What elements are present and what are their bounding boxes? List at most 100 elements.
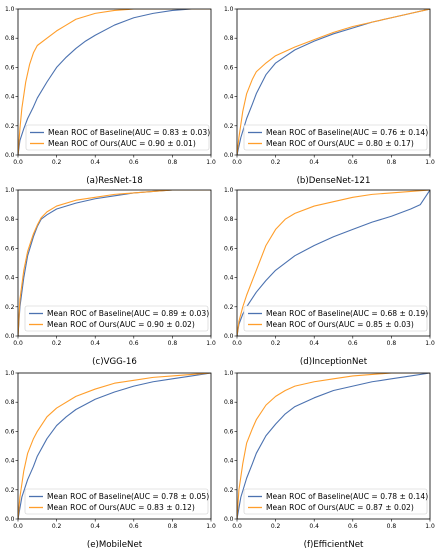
series-group: [237, 373, 430, 519]
y-tick-label: 0.6: [5, 245, 15, 252]
series-group: [18, 373, 211, 519]
legend-entry-label: Mean ROC of Ours(AUC = 0.80 ± 0.17): [266, 139, 414, 148]
y-tick-label: 0.6: [5, 428, 15, 435]
x-tick-label: 0.2: [52, 523, 62, 530]
chart-panel-3: 0.0 0.2 0.4 0.6 0.8 1.0 0.0 0.2 0.4 0.6 0.8 1.0 Mean…: [5, 187, 216, 367]
chart-caption: (c)VGG-16: [92, 357, 137, 367]
y-tick-label: 0.4: [224, 94, 234, 101]
x-tick-label: 0.2: [271, 159, 281, 166]
chart-caption: (b)DenseNet-121: [297, 176, 371, 186]
chart-panel-6: 0.0 0.2 0.4 0.6 0.8 1.0 0.0 0.2 0.4 0.6 0.8 1.0 Mean…: [224, 370, 435, 550]
legend-entry-label: Mean ROC of Baseline(AUC = 0.78 ± 0.05): [47, 492, 209, 501]
legend-box: [24, 488, 209, 515]
y-tick-label: 0.4: [224, 275, 234, 282]
series-line-ours: [18, 373, 211, 519]
x-tick-label: 0.4: [90, 340, 100, 347]
series-line-baseline: [18, 373, 211, 519]
y-tick-label: 1.0: [5, 6, 15, 13]
y-tick-label: 0.8: [224, 399, 234, 406]
x-tick-label: 1.0: [206, 523, 216, 530]
legend-entry-label: Mean ROC of Baseline(AUC = 0.83 ± 0.03): [48, 128, 210, 137]
x-tick-label: 1.0: [425, 159, 435, 166]
axes-frame: [17, 8, 212, 156]
x-tick-label: 0.8: [387, 523, 397, 530]
series-line-ours: [237, 9, 430, 155]
legend-box: [243, 124, 428, 151]
legend-entry-label: Mean ROC of Baseline(AUC = 0.78 ± 0.14): [266, 492, 428, 501]
y-tick-label: 0.0: [224, 152, 234, 159]
x-tick-label: 1.0: [425, 523, 435, 530]
y-tick-label: 0.8: [5, 399, 15, 406]
y-tick-label: 0.4: [5, 458, 15, 465]
y-tick-label: 0.2: [5, 123, 15, 130]
x-tick-label: 0.8: [168, 159, 178, 166]
x-tick-label: 0.8: [168, 340, 178, 347]
y-tick-label: 1.0: [5, 187, 15, 194]
legend-entry-label: Mean ROC of Ours(AUC = 0.83 ± 0.12): [47, 503, 195, 512]
series-line-ours: [237, 373, 430, 519]
axes-frame: [17, 189, 212, 337]
axes-frame: [236, 8, 431, 156]
series-group: [18, 190, 211, 336]
x-tick-label: 0.2: [271, 340, 281, 347]
x-tick-label: 0.0: [13, 523, 23, 530]
axes-frame: [236, 372, 431, 520]
legend-box: [25, 124, 210, 151]
y-tick-label: 0.4: [5, 275, 15, 282]
x-tick-label: 0.6: [348, 340, 358, 347]
y-tick-label: 0.8: [224, 216, 234, 223]
y-tick-label: 0.6: [224, 64, 234, 71]
x-tick-label: 0.6: [129, 340, 139, 347]
chart-panel-5: 0.0 0.2 0.4 0.6 0.8 1.0 0.0 0.2 0.4 0.6 0.8 1.0 Mean…: [5, 370, 216, 550]
legend: Mean ROC of Baseline(AUC = 0.76 ± 0.14) M…: [243, 124, 428, 151]
series-group: [18, 9, 211, 155]
chart-caption: (a)ResNet-18: [86, 176, 142, 186]
x-tick-label: 0.8: [168, 523, 178, 530]
y-tick-label: 0.2: [224, 304, 234, 311]
x-tick-label: 1.0: [206, 340, 216, 347]
y-tick-label: 0.0: [5, 516, 15, 523]
series-line-baseline: [18, 9, 211, 155]
x-tick-label: 0.6: [129, 523, 139, 530]
legend-entry-label: Mean ROC of Baseline(AUC = 0.89 ± 0.03): [47, 309, 209, 318]
y-tick-label: 0.8: [5, 35, 15, 42]
chart-caption: (d)InceptionNet: [300, 357, 368, 367]
x-tick-label: 0.6: [348, 523, 358, 530]
series-line-ours: [18, 9, 211, 155]
y-tick-label: 1.0: [224, 187, 234, 194]
x-tick-label: 0.8: [387, 159, 397, 166]
y-tick-label: 0.4: [224, 458, 234, 465]
x-tick-label: 1.0: [206, 159, 216, 166]
legend-box: [243, 305, 428, 332]
x-tick-label: 0.0: [232, 523, 242, 530]
y-tick-label: 0.2: [5, 487, 15, 494]
y-tick-label: 0.6: [224, 245, 234, 252]
chart-panel-1: 0.0 0.2 0.4 0.6 0.8 1.0 0.0 0.2 0.4 0.6 0.8 1.0 Mean…: [5, 6, 216, 186]
legend-entry-label: Mean ROC of Ours(AUC = 0.85 ± 0.03): [266, 320, 414, 329]
legend: Mean ROC of Baseline(AUC = 0.78 ± 0.14) M…: [243, 488, 428, 515]
y-tick-label: 0.2: [224, 487, 234, 494]
x-tick-label: 0.6: [348, 159, 358, 166]
series-line-baseline: [237, 373, 430, 519]
y-tick-label: 0.4: [5, 94, 15, 101]
chart-caption: (f)EfficientNet: [304, 540, 364, 550]
x-tick-label: 0.2: [52, 340, 62, 347]
legend-box: [243, 488, 428, 515]
x-tick-label: 0.6: [129, 159, 139, 166]
y-tick-label: 0.2: [5, 304, 15, 311]
legend-entry-label: Mean ROC of Baseline(AUC = 0.68 ± 0.19): [266, 309, 428, 318]
y-tick-label: 1.0: [5, 370, 15, 377]
y-tick-label: 0.0: [5, 152, 15, 159]
y-tick-label: 0.0: [224, 333, 234, 340]
x-tick-label: 0.0: [232, 159, 242, 166]
x-tick-label: 0.4: [90, 159, 100, 166]
y-tick-label: 0.8: [224, 35, 234, 42]
legend-entry-label: Mean ROC of Ours(AUC = 0.90 ± 0.01): [48, 139, 196, 148]
x-tick-label: 0.4: [309, 523, 319, 530]
y-tick-label: 0.0: [5, 333, 15, 340]
x-tick-label: 0.0: [13, 340, 23, 347]
legend-entry-label: Mean ROC of Baseline(AUC = 0.76 ± 0.14): [266, 128, 428, 137]
legend: Mean ROC of Baseline(AUC = 0.78 ± 0.05) M…: [24, 488, 209, 515]
